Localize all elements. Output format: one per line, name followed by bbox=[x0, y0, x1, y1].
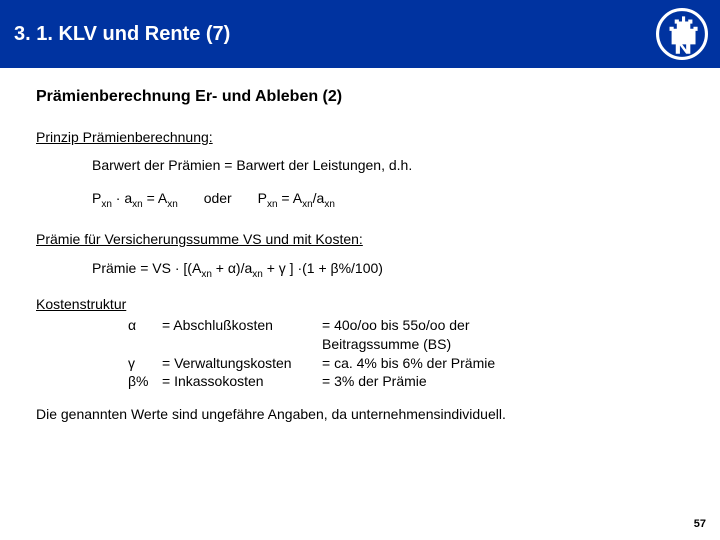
slide-body: Prämienberechnung Er- und Ableben (2) Pr… bbox=[0, 68, 720, 424]
formula-pre: Prämie = VS · [(A bbox=[92, 260, 201, 276]
eq-sub3: xn bbox=[167, 199, 178, 210]
kosten-name: = Inkassokosten bbox=[162, 372, 322, 391]
formula-mid2: + γ ] ·(1 + β%/100) bbox=[263, 260, 383, 276]
equation-line: Pxn · axn = Axn oder Pxn = Axn/axn bbox=[92, 189, 684, 211]
slide-header: 3. 1. KLV und Rente (7) bbox=[0, 0, 720, 68]
kosten-name: = Abschlußkosten bbox=[162, 316, 322, 335]
eq-oder: oder bbox=[204, 190, 232, 206]
eq-dot: · bbox=[112, 190, 124, 206]
kosten-val: = 3% der Prämie bbox=[322, 372, 684, 391]
eq-sub5: xn bbox=[302, 199, 313, 210]
kosten-val: Beitragssumme (BS) bbox=[322, 335, 684, 354]
kosten-name bbox=[162, 335, 322, 354]
table-row: β% = Inkassokosten = 3% der Prämie bbox=[128, 372, 684, 391]
kosten-val: = ca. 4% bis 6% der Prämie bbox=[322, 354, 684, 373]
eq-sub6: xn bbox=[324, 199, 335, 210]
eq-lhs-P: P bbox=[92, 190, 101, 206]
eq-eq1: = A bbox=[143, 190, 168, 206]
formula-mid1: + α)/a bbox=[212, 260, 252, 276]
praemie-formula: Prämie = VS · [(Axn + α)/axn + γ ] ·(1 +… bbox=[92, 259, 684, 281]
barwert-line: Barwert der Prämien = Barwert der Leistu… bbox=[92, 156, 684, 175]
n-castle-logo-icon bbox=[656, 8, 708, 60]
eq-rhs-P: P bbox=[258, 190, 267, 206]
eq-slash: /a bbox=[313, 190, 325, 206]
praemie-vs-label: Prämie für Versicherungssumme VS und mit… bbox=[36, 230, 684, 249]
subheading: Prämienberechnung Er- und Ableben (2) bbox=[36, 86, 684, 108]
kosten-sym bbox=[128, 335, 162, 354]
footnote: Die genannten Werte sind ungefähre Angab… bbox=[36, 405, 684, 424]
kosten-table: α = Abschlußkosten = 40o/oo bis 55o/oo d… bbox=[128, 316, 684, 392]
kosten-name: = Verwaltungskosten bbox=[162, 354, 322, 373]
eq-sub2: xn bbox=[132, 199, 143, 210]
prinzip-label: Prinzip Prämienberechnung: bbox=[36, 128, 684, 147]
formula-sub1: xn bbox=[201, 268, 212, 279]
kosten-label: Kostenstruktur bbox=[36, 295, 684, 314]
eq-eq2: = A bbox=[278, 190, 303, 206]
table-row: α = Abschlußkosten = 40o/oo bis 55o/oo d… bbox=[128, 316, 684, 335]
eq-sub4: xn bbox=[267, 199, 278, 210]
slide-title: 3. 1. KLV und Rente (7) bbox=[14, 23, 230, 46]
table-row: γ = Verwaltungskosten = ca. 4% bis 6% de… bbox=[128, 354, 684, 373]
kosten-sym: α bbox=[128, 316, 162, 335]
kosten-sym: γ bbox=[128, 354, 162, 373]
table-row: Beitragssumme (BS) bbox=[128, 335, 684, 354]
formula-sub2: xn bbox=[252, 268, 263, 279]
eq-sub1: xn bbox=[101, 199, 112, 210]
page-number: 57 bbox=[694, 518, 706, 530]
kosten-val: = 40o/oo bis 55o/oo der bbox=[322, 316, 684, 335]
kosten-sym: β% bbox=[128, 372, 162, 391]
eq-a: a bbox=[124, 190, 132, 206]
